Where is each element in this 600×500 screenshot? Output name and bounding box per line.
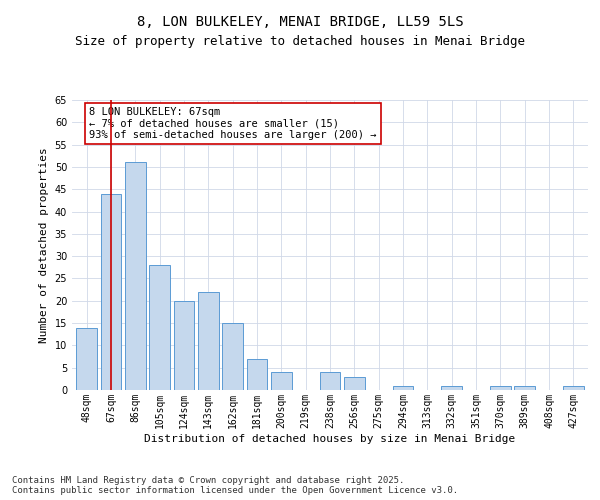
Bar (149, 265, 170, 390)
Bar (101, 194, 121, 390)
Bar (490, 386, 511, 390)
Bar (173, 301, 194, 390)
Bar (442, 386, 462, 390)
Bar (344, 376, 365, 390)
Bar (198, 292, 218, 390)
Bar (222, 323, 243, 390)
X-axis label: Distribution of detached houses by size in Menai Bridge: Distribution of detached houses by size … (145, 434, 515, 444)
Bar (76, 328, 97, 390)
Bar (392, 386, 413, 390)
Bar (271, 372, 292, 390)
Text: Size of property relative to detached houses in Menai Bridge: Size of property relative to detached ho… (75, 35, 525, 48)
Bar (514, 386, 535, 390)
Bar (125, 162, 146, 390)
Bar (247, 359, 268, 390)
Text: Contains HM Land Registry data © Crown copyright and database right 2025.
Contai: Contains HM Land Registry data © Crown c… (12, 476, 458, 495)
Bar (320, 372, 340, 390)
Text: 8 LON BULKELEY: 67sqm
← 7% of detached houses are smaller (15)
93% of semi-detac: 8 LON BULKELEY: 67sqm ← 7% of detached h… (89, 106, 377, 140)
Y-axis label: Number of detached properties: Number of detached properties (39, 147, 49, 343)
Bar (563, 386, 584, 390)
Text: 8, LON BULKELEY, MENAI BRIDGE, LL59 5LS: 8, LON BULKELEY, MENAI BRIDGE, LL59 5LS (137, 15, 463, 29)
